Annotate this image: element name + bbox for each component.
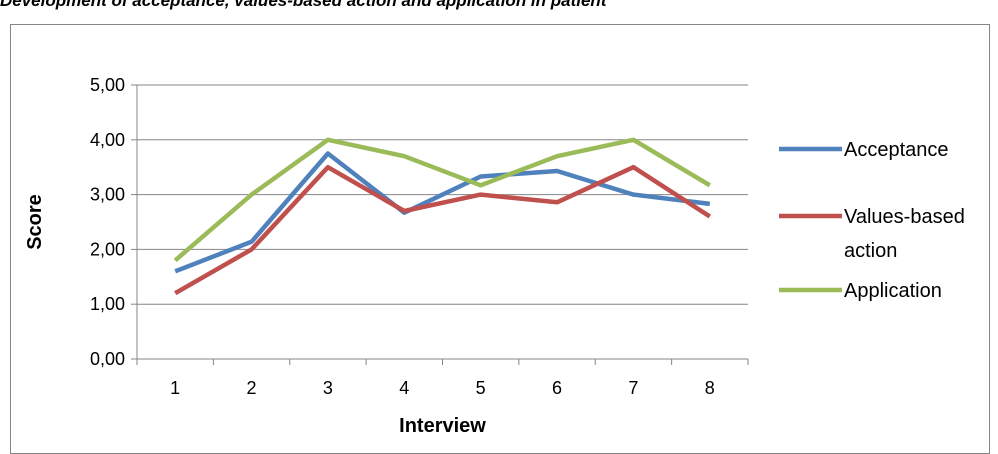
- y-tick-label: 2,00: [90, 239, 125, 259]
- y-axis-title: Score: [24, 194, 46, 250]
- y-tick-label: 5,00: [90, 75, 125, 95]
- series-lines: [175, 140, 710, 293]
- x-tick-label: 5: [476, 378, 486, 398]
- x-tick-label: 8: [705, 378, 715, 398]
- y-tick-label: 4,00: [90, 130, 125, 150]
- legend-label-acceptance: Acceptance: [844, 139, 949, 161]
- x-tick-label: 6: [552, 378, 562, 398]
- y-tick-label: 3,00: [90, 185, 125, 205]
- x-axis-title: Interview: [399, 415, 486, 437]
- y-tick-label: 0,00: [90, 349, 125, 369]
- legend-label-application: Application: [844, 280, 942, 302]
- x-tick-label: 2: [247, 378, 257, 398]
- x-tick-label: 3: [323, 378, 333, 398]
- line-chart: 0,00 1,00 2,00 3,00 4,00 5,00 1 2 3 4 5 6 7 8 Intervie…: [0, 0, 998, 441]
- axes: 0,00 1,00 2,00 3,00 4,00 5,00 1 2 3 4 5 6 7 8 Intervie…: [24, 75, 748, 437]
- series-line-values-based-action: [175, 167, 710, 293]
- x-tick-label: 4: [399, 378, 409, 398]
- x-tick-label: 1: [170, 378, 180, 398]
- y-tick-label: 1,00: [90, 294, 125, 314]
- x-tick-label: 7: [628, 378, 638, 398]
